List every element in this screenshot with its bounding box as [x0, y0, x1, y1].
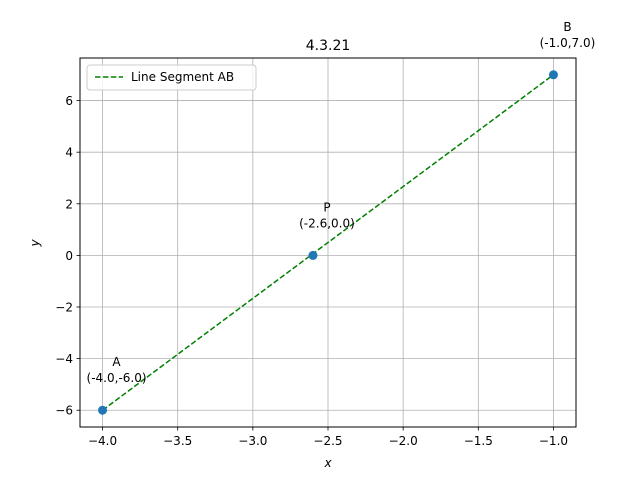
y-tick-label: 6 — [65, 94, 73, 108]
legend: Line Segment AB — [86, 64, 257, 91]
y-tick-label: 0 — [65, 249, 73, 263]
y-tick-label: −6 — [55, 404, 73, 418]
x-tick-label: −2.5 — [313, 434, 342, 448]
point-a-coords: (-4.0,-6.0) — [87, 371, 147, 385]
point-a — [98, 405, 108, 415]
point-a-label: A — [112, 355, 121, 369]
point-p — [308, 250, 318, 260]
point-p-label: P — [323, 200, 330, 214]
x-tick-label: −2.0 — [389, 434, 418, 448]
point-p-coords: (-2.6,0.0) — [299, 216, 355, 230]
y-tick-label: −4 — [55, 352, 73, 366]
point-b-label: B — [563, 20, 571, 34]
series-layer — [102, 74, 554, 411]
point-b-coords: (-1.0,7.0) — [540, 36, 596, 50]
x-tick-label: −3.0 — [238, 434, 267, 448]
x-tick-label: −1.5 — [464, 434, 493, 448]
y-tick-label: −2 — [55, 301, 73, 315]
line-segment-ab — [102, 74, 554, 411]
x-axis-label: x — [323, 456, 332, 470]
x-tick-label: −1.0 — [539, 434, 568, 448]
annotations: A (-4.0,-6.0) P (-2.6,0.0) B (-1.0,7.0) — [87, 20, 596, 385]
legend-label: Line Segment AB — [131, 70, 234, 84]
x-tick-label: −4.0 — [88, 434, 117, 448]
y-axis-label: y — [28, 239, 42, 248]
points-layer — [98, 70, 558, 415]
y-tick-label: 4 — [65, 146, 73, 160]
chart-title: 4.3.21 — [306, 38, 351, 54]
grid — [80, 58, 576, 427]
ticks: −4.0 −3.5 −3.0 −2.5 −2.0 −1.5 −1.0 −6 −4 −2 0 2 4 6 — [55, 94, 568, 448]
legend-box — [86, 64, 257, 91]
point-b — [548, 70, 558, 80]
x-tick-label: −3.5 — [163, 434, 192, 448]
y-tick-label: 2 — [65, 197, 73, 211]
